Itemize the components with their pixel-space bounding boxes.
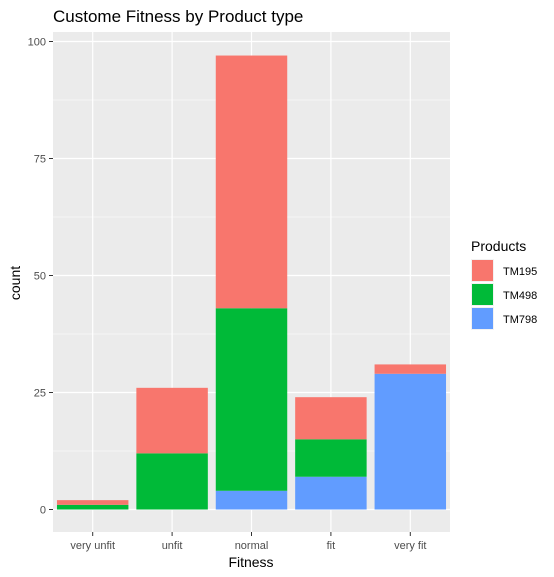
bar-tm498-normal: [215, 308, 288, 491]
x-tick-label: very unfit: [70, 540, 115, 552]
legend-title: Products: [471, 238, 526, 254]
y-tick-label: 75: [34, 154, 46, 166]
legend-key-tm798: [472, 308, 493, 329]
x-tick-label: unfit: [162, 540, 183, 552]
legend-label-tm195: TM195: [503, 266, 537, 278]
y-axis: 0 25 50 75 100: [28, 37, 53, 517]
bar-tm798-very-fit: [374, 373, 447, 510]
bar-tm195-very-unfit: [56, 500, 129, 505]
bar-tm195-normal: [215, 55, 288, 309]
legend-key-tm498: [472, 284, 493, 305]
y-tick-label: 25: [34, 388, 46, 400]
legend-key-tm195: [472, 260, 493, 281]
bar-tm195-fit: [295, 397, 367, 440]
x-tick-label: normal: [235, 540, 269, 552]
bar-tm195-unfit: [136, 387, 208, 454]
y-tick-label: 0: [40, 505, 46, 517]
x-axis-title: Fitness: [228, 554, 273, 570]
bar-tm498-very-unfit: [56, 504, 129, 510]
bar-tm798-normal: [215, 490, 288, 510]
bar-tm498-fit: [295, 439, 367, 477]
x-tick-label: fit: [327, 540, 336, 552]
legend-label-tm498: TM498: [503, 290, 537, 302]
y-tick-label: 100: [28, 37, 46, 49]
bar-tm195-very-fit: [374, 364, 447, 374]
x-tick-label: very fit: [394, 540, 426, 552]
y-axis-title: count: [7, 266, 23, 300]
legend-label-tm798: TM798: [503, 314, 537, 326]
legend: Products TM195 TM498 TM798: [471, 238, 537, 330]
chart-title: Custome Fitness by Product type: [53, 7, 303, 26]
bar-tm798-fit: [295, 476, 367, 510]
bars: [56, 55, 447, 510]
y-tick-label: 50: [34, 271, 46, 283]
bar-tm498-unfit: [136, 453, 208, 510]
x-axis: very unfit unfit normal fit very fit: [70, 532, 427, 552]
